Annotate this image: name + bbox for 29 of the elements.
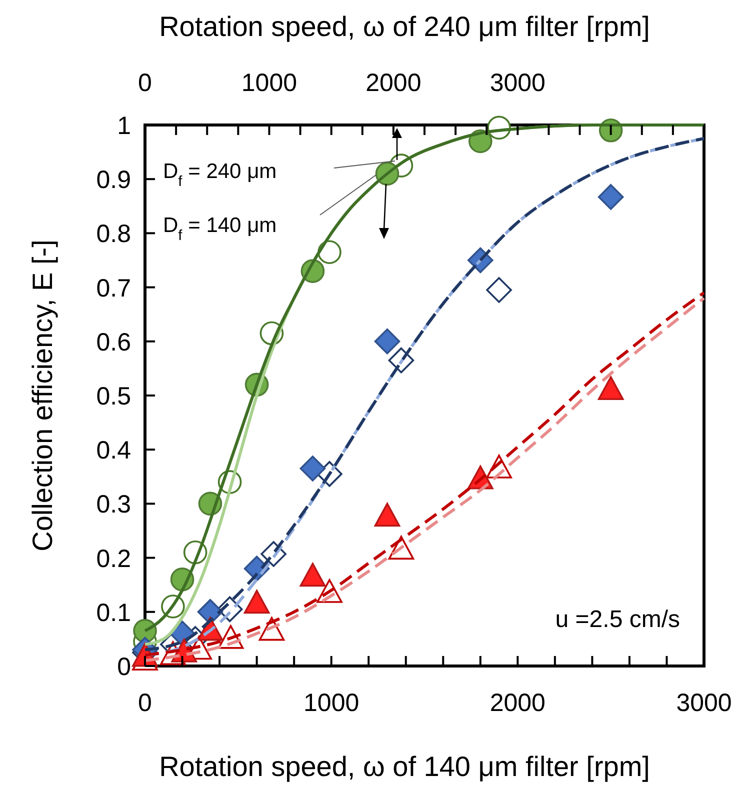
y-axis-title: Collection efficiency, E [-]	[27, 240, 58, 552]
y-tick-label: 0.2	[96, 544, 131, 573]
annotation: D$_{f}$ = 140 μm	[163, 214, 277, 244]
point	[300, 456, 326, 482]
annotation: D$_{f}$ = 240 μm	[163, 160, 277, 190]
point	[374, 328, 400, 354]
annotation: u =2.5 cm/s	[555, 606, 680, 633]
x2-axis-title: Rotation speed, ω of 240 μm filter [rpm]	[159, 11, 650, 42]
x-tick-label: 0	[138, 689, 152, 717]
y-tick-label: 0.9	[96, 166, 131, 194]
point	[486, 277, 512, 303]
x-tick-label: 2000	[490, 689, 546, 717]
y-tick-label: 0.8	[96, 220, 131, 248]
y-tick-label: 0.4	[96, 436, 132, 465]
y-tick-label: 0.5	[96, 382, 131, 410]
x2-tick-label: 0	[138, 69, 152, 97]
point	[598, 184, 624, 210]
y-tick-label: 0	[117, 653, 131, 681]
y-tick-label: 0.6	[96, 328, 131, 356]
y-tick-label: 0.1	[96, 598, 131, 627]
y-tick-label: 0.3	[96, 490, 131, 519]
x-tick-label: 3000	[676, 689, 732, 717]
y-tick-label: 1	[117, 112, 131, 140]
y-tick-label: 0.7	[96, 274, 131, 302]
x2-tick-label: 3000	[490, 69, 546, 97]
x-axis-title: Rotation speed, ω of 140 μm filter [rpm]	[159, 751, 650, 782]
x-tick-label: 1000	[304, 689, 360, 717]
x2-tick-label: 1000	[241, 69, 298, 97]
x2-tick-label: 2000	[366, 69, 422, 97]
